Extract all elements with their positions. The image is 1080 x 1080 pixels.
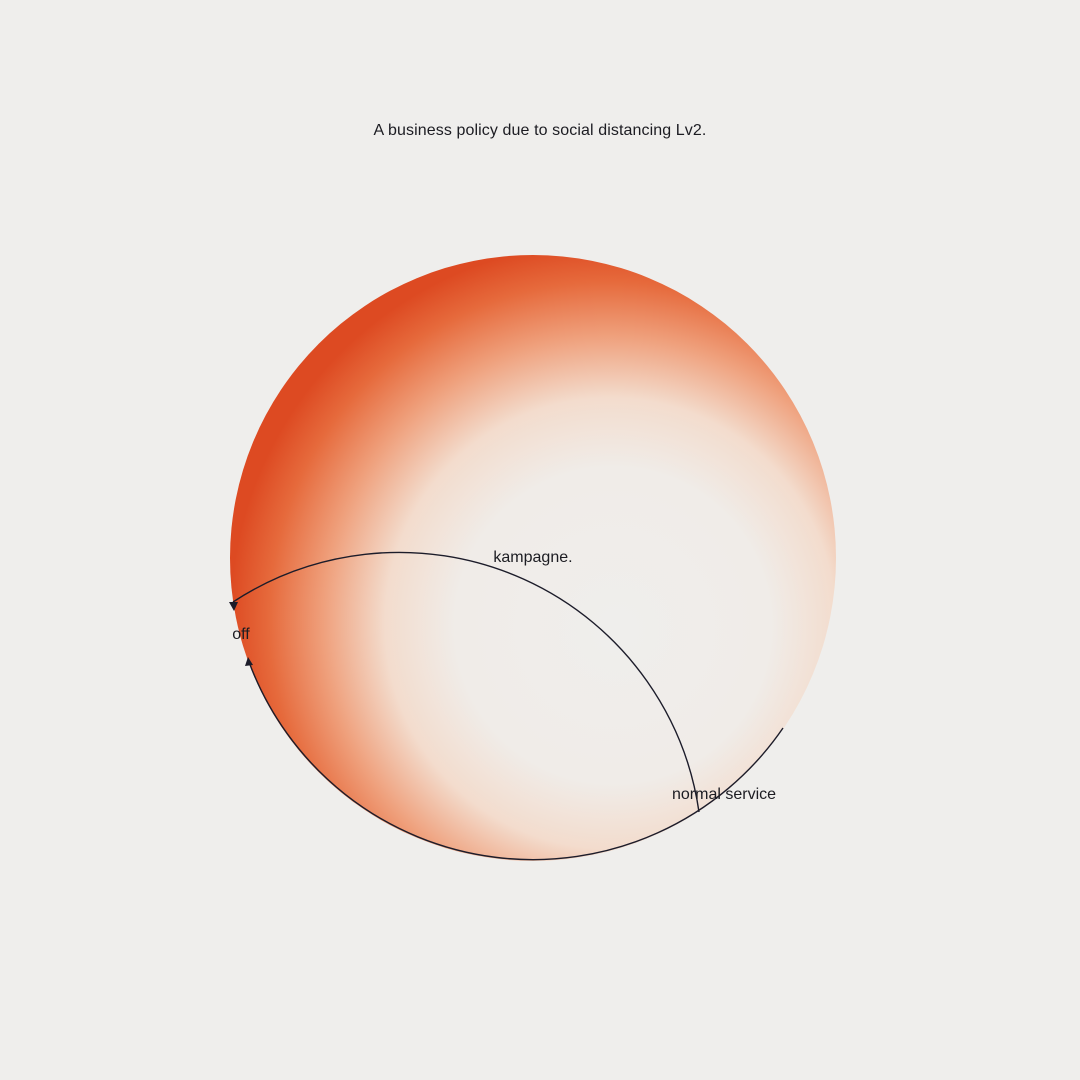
cycle-outline-arc-lower xyxy=(248,661,784,861)
cycle-disc xyxy=(230,255,836,861)
page-title: A business policy due to social distanci… xyxy=(373,122,707,139)
cycle-outline-arc xyxy=(232,551,700,813)
arrow-down-icon xyxy=(229,602,238,611)
center-label: kampagne. xyxy=(493,549,572,566)
normal-service-label: normal service xyxy=(672,786,776,803)
arrow-up-icon xyxy=(245,657,253,666)
off-label: off xyxy=(232,626,250,643)
